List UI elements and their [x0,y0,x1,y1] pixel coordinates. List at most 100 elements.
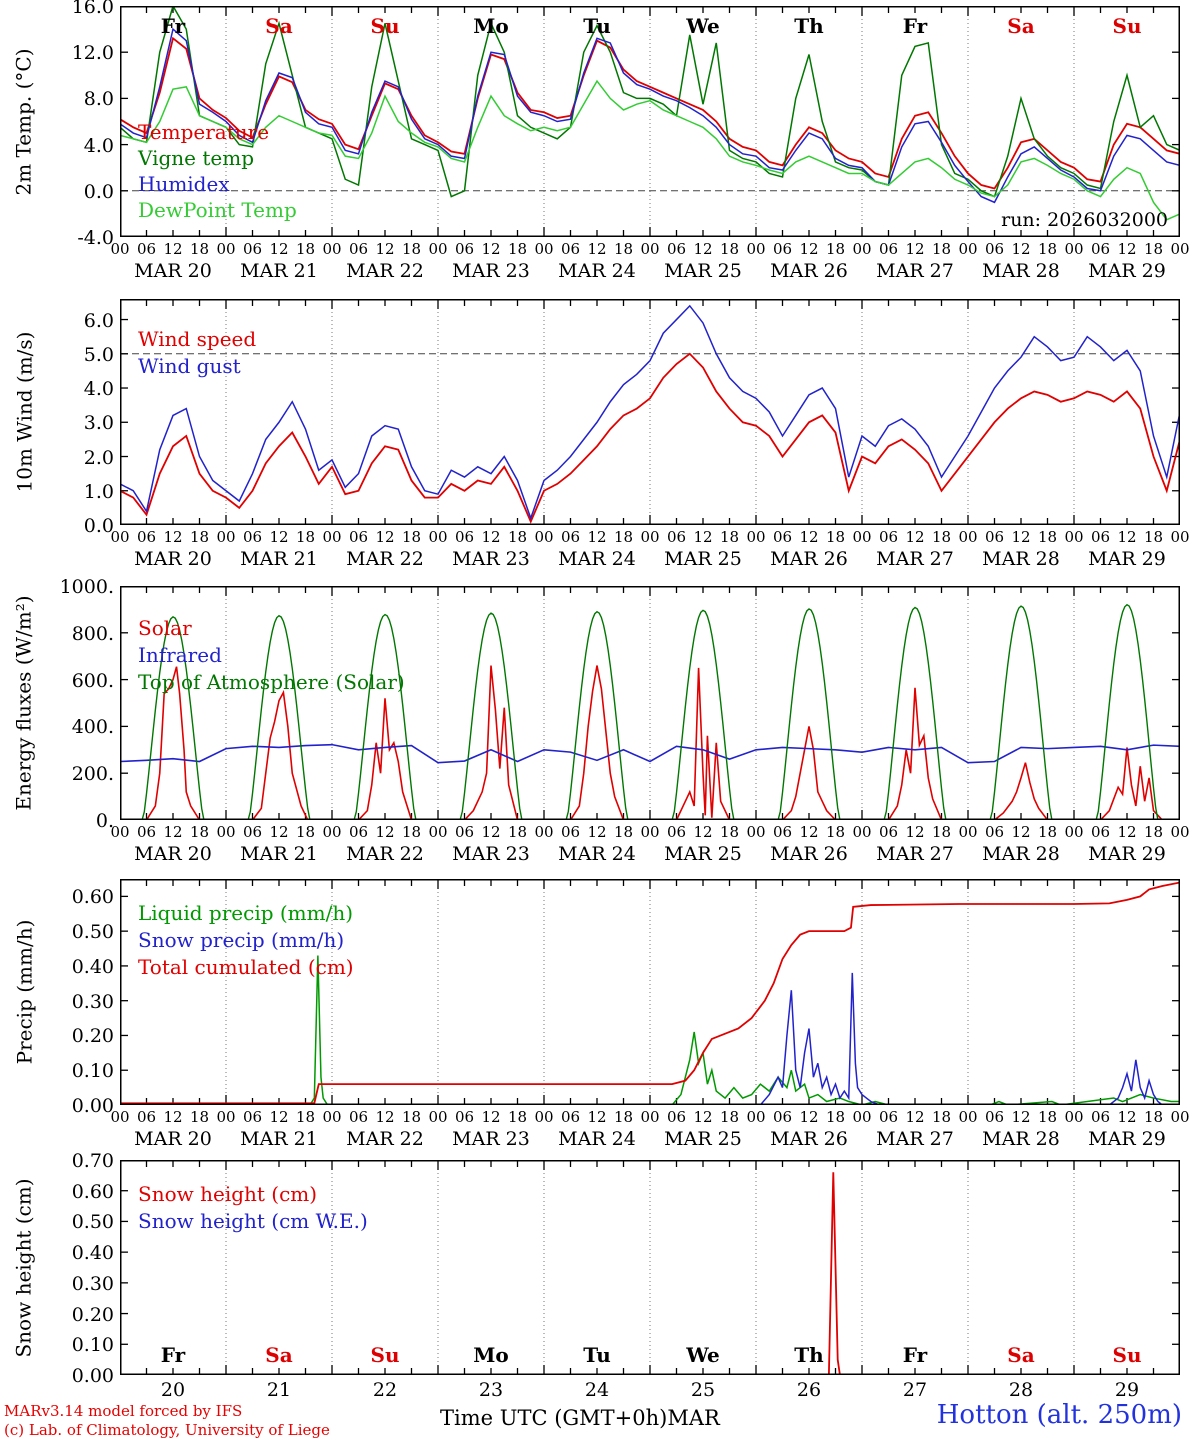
x-date-label: MAR 29 [1088,548,1166,570]
x-tick-label: 18 [507,1108,528,1126]
x-tick-label: 12 [799,528,819,546]
x-tick-label: 00 [428,528,448,546]
x-tick-label: 06 [984,240,1005,258]
y-tick-label: 5.0 [83,343,114,366]
x-tick-label: 12 [163,240,183,258]
y-tick-label: 0.00 [71,1095,114,1117]
y-tick-label: 0.60 [71,1180,114,1203]
x-tick-label: 12 [163,1108,183,1126]
y-tick-label: 400. [71,716,114,739]
x-date-label: MAR 22 [346,260,424,282]
x-tick-label: 18 [1143,240,1164,258]
x-tick-label: 12 [693,528,713,546]
x-tick-label: 00 [1064,1108,1084,1126]
x-tick-label: 18 [931,1108,952,1126]
x-tick-label: 12 [375,528,395,546]
x-tick-label: 12 [1011,823,1031,841]
y-tick-label: 8.0 [83,88,114,111]
x-date-label: MAR 27 [876,843,954,865]
series-temperature [120,36,1180,190]
credits-line-2: (c) Lab. of Climatology, University of L… [4,1421,330,1439]
x-tick-label: 12 [587,528,607,546]
day-name-label: Su [1112,14,1142,38]
x-tick-label: 18 [719,1108,740,1126]
y-tick-label: 0.20 [71,1303,114,1326]
x-tick-label: 00 [1170,823,1190,841]
x-tick-label: 12 [1011,528,1031,546]
run-label: run: 2026032000 [1001,209,1168,231]
x-date-label: MAR 20 [134,843,212,865]
x-tick-label: 00 [746,240,766,258]
x-tick-label: 12 [1117,240,1137,258]
x-tick-label: 12 [481,823,501,841]
y-tick-label: 0.00 [71,1365,114,1387]
day-name-label: We [686,14,720,38]
x-date-label: MAR 24 [558,843,636,865]
x-tick-label: 12 [481,1108,501,1126]
x-tick-label: 06 [242,1108,263,1126]
series-total_cumulated [120,881,1180,1105]
x-date-label: MAR 23 [452,260,530,282]
x-tick-label: 18 [613,240,634,258]
x-tick-label: 18 [931,528,952,546]
y-tick-label: 0.20 [71,1025,114,1048]
x-tick-label: 12 [1011,240,1031,258]
x-tick-label: 12 [375,240,395,258]
day-name-label: Fr [902,14,928,38]
day-name-label: Fr [902,1343,928,1367]
x-tick-label: 12 [799,240,819,258]
x-tick-label: 06 [878,823,899,841]
x-tick-label: 18 [719,528,740,546]
x-tick-label: 12 [1011,1108,1031,1126]
day-name-label: Sa [265,14,293,38]
x-date-label: MAR 21 [240,548,318,570]
x-day-number: 28 [1008,1379,1034,1401]
x-day-number: 21 [266,1379,292,1401]
x-tick-label: 12 [481,240,501,258]
x-tick-label: 18 [401,240,422,258]
x-day-number: 26 [796,1379,822,1401]
x-tick-label: 12 [375,823,395,841]
x-tick-label: 00 [852,1108,872,1126]
y-tick-label: 12.0 [71,42,114,65]
x-tick-label: 18 [507,240,528,258]
x-tick-label: 06 [666,240,687,258]
x-tick-label: 06 [348,823,369,841]
x-tick-label: 06 [454,240,475,258]
x-day-number: 27 [902,1379,928,1401]
x-tick-label: 06 [136,528,157,546]
y-tick-label: 0.0 [83,515,114,537]
x-tick-label: 06 [560,1108,581,1126]
x-tick-label: 06 [560,528,581,546]
x-tick-label: 00 [322,1108,342,1126]
x-tick-label: 12 [587,1108,607,1126]
x-tick-label: 12 [1117,823,1137,841]
x-tick-label: 06 [984,1108,1005,1126]
day-name-label: Th [794,14,824,38]
x-tick-label: 18 [825,528,846,546]
legend-humidex: Humidex [138,172,230,196]
x-tick-label: 12 [693,1108,713,1126]
x-tick-label: 00 [640,240,660,258]
x-tick-label: 00 [852,823,872,841]
x-date-label: MAR 27 [876,260,954,282]
x-tick-label: 00 [852,240,872,258]
legend-snow-height-cm-w-e-: Snow height (cm W.E.) [138,1209,368,1233]
x-tick-label: 00 [322,823,342,841]
snow-height-chart [120,1160,1180,1375]
x-tick-label: 18 [401,1108,422,1126]
x-day-number: 20 [160,1379,186,1401]
x-tick-label: 12 [905,1108,925,1126]
energy-flux-chart [120,586,1180,820]
x-tick-label: 06 [772,528,793,546]
x-tick-label: 12 [269,823,289,841]
x-date-label: MAR 26 [770,843,848,865]
x-date-label: MAR 26 [770,548,848,570]
x-tick-label: 12 [269,240,289,258]
series-solar [120,665,1180,820]
x-tick-label: 00 [322,240,342,258]
x-day-number: 24 [584,1379,610,1401]
x-date-label: MAR 24 [558,548,636,570]
x-tick-label: 00 [534,240,554,258]
